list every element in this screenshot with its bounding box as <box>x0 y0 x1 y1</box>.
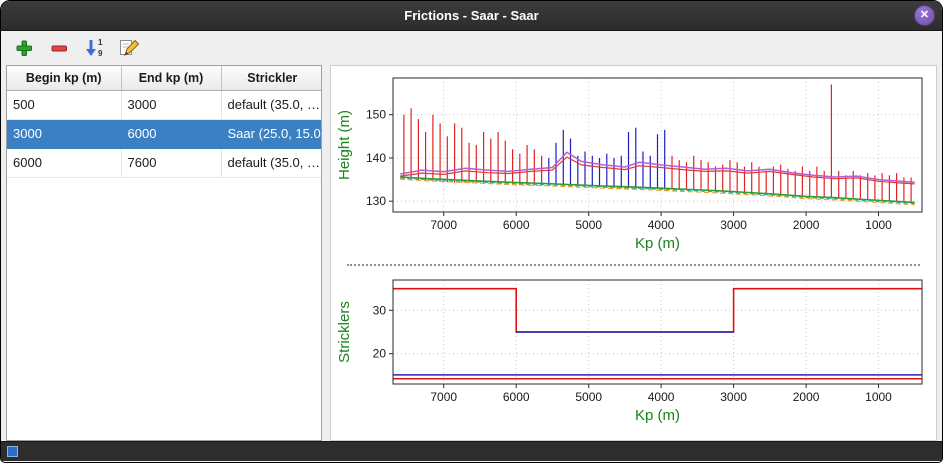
edit-pencil-icon <box>120 39 140 56</box>
add-row-button[interactable] <box>11 35 37 61</box>
frictions-table: Begin kp (m) End kp (m) Strickler 500 300… <box>7 66 321 178</box>
edit-button[interactable] <box>116 35 142 61</box>
svg-text:5000: 5000 <box>575 390 602 404</box>
svg-text:2000: 2000 <box>793 218 820 232</box>
table-cell: Saar (25.0, 15.0) <box>221 119 321 149</box>
svg-text:4000: 4000 <box>648 390 675 404</box>
column-header-strickler[interactable]: Strickler <box>221 66 321 91</box>
svg-text:Stricklers: Stricklers <box>336 301 353 363</box>
chart-svg: 7000 6000 5000 4000 3000 2000 1000 20 30 Kp (m) St… <box>336 279 923 424</box>
frictions-table-body: 500 3000 default (35.0, … 3000 6000 Saar (25.… <box>7 90 321 178</box>
dock-indicator-icon <box>7 446 18 457</box>
bottom-bar <box>1 441 942 461</box>
table-row[interactable]: 6000 7600 default (35.0, … <box>7 148 321 178</box>
svg-text:1000: 1000 <box>865 218 892 232</box>
svg-text:4000: 4000 <box>648 218 675 232</box>
svg-text:6000: 6000 <box>503 218 530 232</box>
table-header-row: Begin kp (m) End kp (m) Strickler <box>7 66 321 91</box>
stricklers-chart: 7000 6000 5000 4000 3000 2000 1000 20 30 Kp (m) St… <box>333 270 934 433</box>
table-cell: 3000 <box>121 90 222 120</box>
toolbar: 1 9 <box>1 31 942 65</box>
sort-button[interactable]: 1 9 <box>81 35 107 61</box>
svg-text:Height (m): Height (m) <box>336 110 353 180</box>
table-cell: 3000 <box>7 119 122 149</box>
charts-panel: 7000 6000 5000 4000 3000 2000 1000 130 140 150 Kp … <box>330 65 937 441</box>
table-cell: default (35.0, … <box>221 148 321 178</box>
minus-icon <box>51 45 67 52</box>
table-row[interactable]: 3000 6000 Saar (25.0, 15.0) <box>7 119 321 149</box>
svg-text:3000: 3000 <box>720 390 747 404</box>
svg-text:9: 9 <box>98 49 103 58</box>
svg-text:7000: 7000 <box>430 218 457 232</box>
window-title: Frictions - Saar - Saar <box>404 8 539 23</box>
table-cell: default (35.0, … <box>221 90 321 120</box>
plus-icon <box>16 40 32 56</box>
table-cell: 6000 <box>121 119 222 149</box>
remove-row-button[interactable] <box>46 35 72 61</box>
height-chart: 7000 6000 5000 4000 3000 2000 1000 130 140 150 Kp … <box>333 68 934 261</box>
chart-svg: 7000 6000 5000 4000 3000 2000 1000 130 140 150 Kp … <box>336 77 923 252</box>
sort-numeric-icon: 1 9 <box>86 38 103 58</box>
table-row[interactable]: 500 3000 default (35.0, … <box>7 90 321 120</box>
table-cell: 7600 <box>121 148 222 178</box>
svg-text:30: 30 <box>373 303 387 317</box>
chart-splitter-handle[interactable] <box>347 264 920 266</box>
svg-text:Kp (m): Kp (m) <box>635 235 680 252</box>
column-header-end-kp[interactable]: End kp (m) <box>121 66 222 91</box>
svg-text:1000: 1000 <box>865 390 892 404</box>
titlebar[interactable]: Frictions - Saar - Saar ✕ <box>1 1 942 31</box>
svg-text:2000: 2000 <box>793 390 820 404</box>
svg-text:7000: 7000 <box>430 390 457 404</box>
svg-text:3000: 3000 <box>720 218 747 232</box>
svg-text:6000: 6000 <box>503 390 530 404</box>
table-cell: 6000 <box>7 148 122 178</box>
svg-text:130: 130 <box>366 194 386 208</box>
column-header-begin-kp[interactable]: Begin kp (m) <box>7 66 122 91</box>
svg-text:150: 150 <box>366 108 386 122</box>
close-icon: ✕ <box>919 9 930 21</box>
svg-text:Kp (m): Kp (m) <box>635 407 680 424</box>
svg-text:1: 1 <box>98 38 103 47</box>
svg-text:140: 140 <box>366 151 386 165</box>
frictions-table-panel: Begin kp (m) End kp (m) Strickler 500 300… <box>6 65 322 441</box>
svg-text:5000: 5000 <box>575 218 602 232</box>
svg-text:20: 20 <box>373 347 387 361</box>
table-cell: 500 <box>7 90 122 120</box>
close-button[interactable]: ✕ <box>914 5 935 26</box>
main-area: Begin kp (m) End kp (m) Strickler 500 300… <box>1 65 942 441</box>
